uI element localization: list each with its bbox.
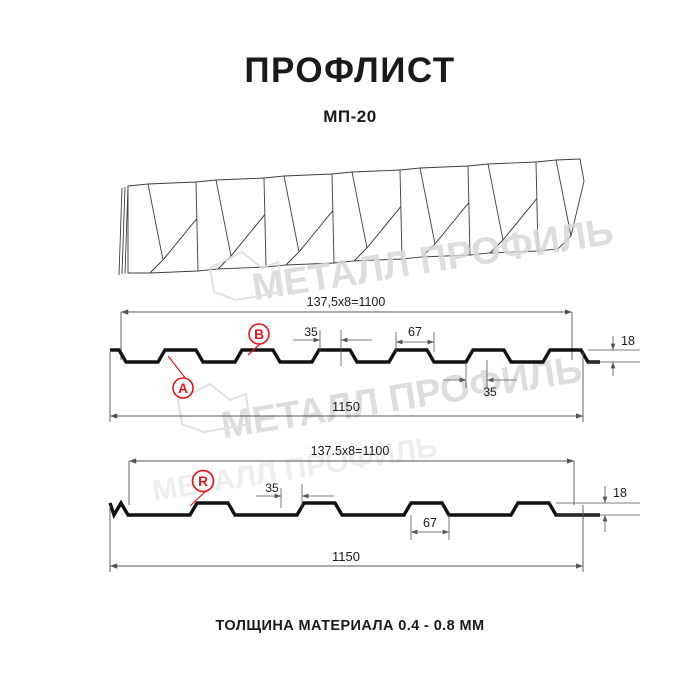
dim-label-top-r: 137.5x8=1100 (311, 444, 390, 458)
dim-label-bottom-a: 1150 (332, 399, 360, 414)
watermark-text-low: МЕТАЛЛ ПРОФИЛЬ (150, 430, 440, 508)
dim-67-r (410, 515, 450, 540)
product-model-label: МП-20 (323, 106, 377, 126)
dim-18-a (588, 336, 640, 376)
dim-label-67-r: 67 (423, 516, 437, 530)
dim-label-18-a: 18 (621, 334, 635, 348)
dim-label-18-r: 18 (613, 486, 627, 500)
material-thickness-note: ТОЛЩИНА МАТЕРИАЛА 0.4 - 0.8 ММ (215, 618, 485, 634)
isometric-profile-view (118, 158, 585, 276)
cross-section-r: 137.5x8=1100 35 67 (108, 444, 640, 572)
dim-bottom-r (109, 505, 584, 572)
watermark-logo-icon (208, 250, 284, 302)
dim-label-35-top-r: 35 (265, 481, 279, 495)
title-block: ПРОФЛИСТ МП-20 (0, 51, 700, 127)
callout-b-label: B (254, 327, 264, 342)
dim-label-35-bottom-a: 35 (483, 385, 497, 399)
page-title: ПРОФЛИСТ (244, 51, 456, 90)
callout-a-label: A (178, 381, 188, 396)
dim-label-bottom-r: 1150 (332, 549, 360, 564)
profile-outline-a (110, 348, 600, 364)
dim-67-a (395, 332, 435, 352)
cross-section-a: 137,5x8=1100 35 67 (109, 295, 640, 422)
dim-18-r (556, 486, 640, 532)
dim-top-r (128, 458, 575, 505)
callout-b[interactable]: B (247, 323, 270, 356)
watermark-logo-icon-2 (176, 382, 252, 434)
callout-r-label: R (198, 474, 208, 489)
dim-35-top-a (293, 330, 372, 366)
dim-35-bottom-a (443, 360, 517, 388)
dim-label-67-a: 67 (408, 325, 422, 339)
dim-label-35-top-a: 35 (304, 325, 318, 339)
dim-label-top-a: 137,5x8=1100 (307, 295, 386, 309)
callout-a[interactable]: A (167, 355, 194, 399)
callout-r[interactable]: R (189, 469, 215, 507)
profile-outline-r (108, 499, 600, 520)
dim-bottom-a (109, 352, 584, 422)
dim-35-top-r (256, 484, 334, 508)
